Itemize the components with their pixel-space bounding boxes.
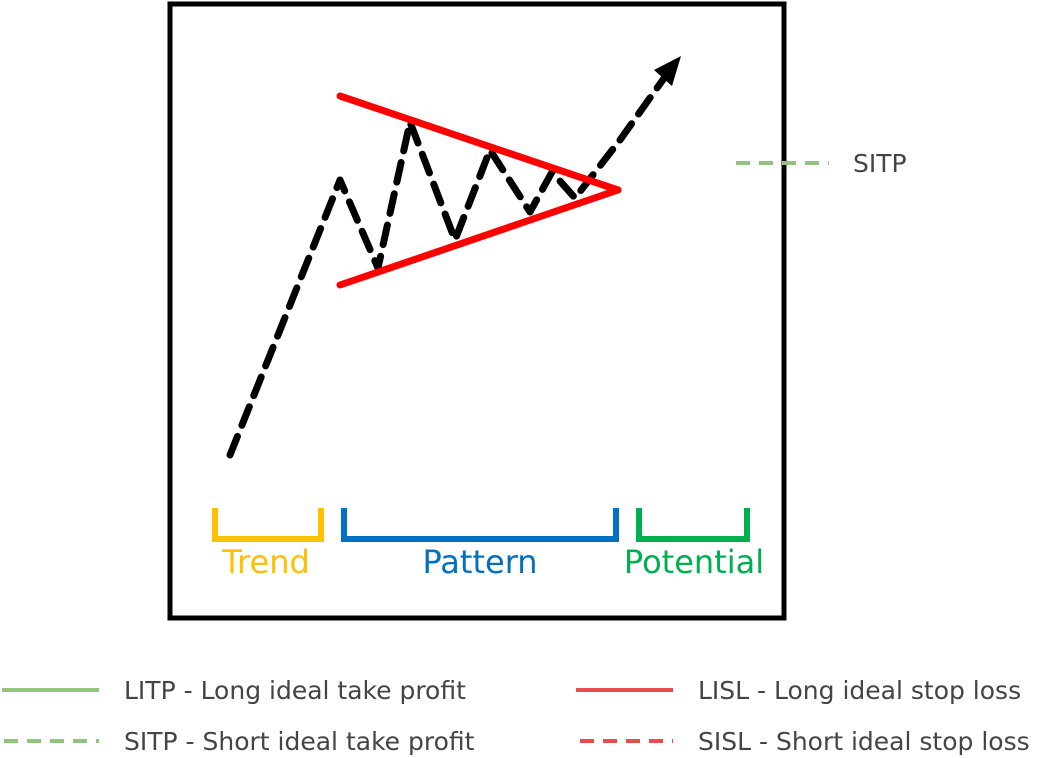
sitp-marker-label: SITP <box>853 149 907 178</box>
trend-label: Trend <box>221 543 310 581</box>
legend-litp-label: LITP - Long ideal take profit <box>124 676 466 705</box>
legend-sitp-label: SITP - Short ideal take profit <box>124 727 475 756</box>
arrowhead-icon <box>654 56 681 86</box>
legend-lisl-label: LISL - Long ideal stop loss <box>698 676 1021 705</box>
trend-bracket <box>212 508 324 542</box>
price-path <box>226 118 624 459</box>
legend: LITP - Long ideal take profit SITP - Sho… <box>2 676 1030 756</box>
legend-sisl-label: SISL - Short ideal stop loss <box>698 727 1030 756</box>
breakout-arrow <box>616 70 671 144</box>
lower-trendline <box>336 186 622 289</box>
pattern-label: Pattern <box>422 543 537 581</box>
upper-trendline <box>336 92 622 194</box>
chart-frame <box>167 1 787 621</box>
potential-bracket <box>636 508 750 542</box>
pattern-bracket <box>341 508 619 542</box>
potential-label: Potential <box>624 543 764 581</box>
